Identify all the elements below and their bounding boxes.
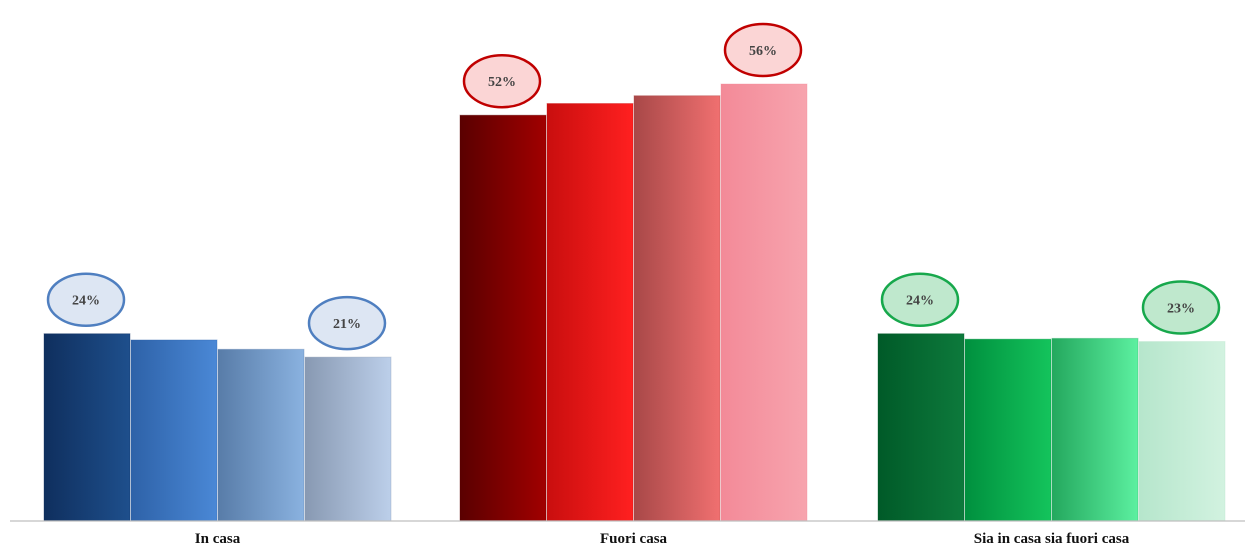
category-label-fuori-casa: Fuori casa <box>600 531 668 547</box>
data-label-bubble <box>880 272 960 327</box>
bar-in-casa-1 <box>43 333 131 522</box>
bar-sia-in-casa-sia-fuori-casa-2 <box>964 338 1052 522</box>
bar-in-casa-3 <box>217 348 305 522</box>
bar-fuori-casa-2 <box>546 103 634 522</box>
data-label-sia-in-casa-sia-fuori-casa-1: 24% <box>880 272 960 327</box>
data-label-in-casa-4: 21% <box>307 295 387 351</box>
data-label-text: 24% <box>72 294 100 309</box>
bar-sia-in-casa-sia-fuori-casa-3 <box>1051 337 1139 522</box>
data-label-bubble <box>462 53 542 109</box>
bars-layer <box>43 83 1226 522</box>
data-label-text: 56% <box>749 44 777 59</box>
bar-fuori-casa-1 <box>459 114 547 522</box>
data-label-bubble <box>46 272 126 327</box>
category-label-sia-in-casa-sia-fuori-casa: Sia in casa sia fuori casa <box>974 531 1130 547</box>
category-labels-layer: In casa Fuori casa Sia in casa sia fuori c… <box>195 531 1130 547</box>
data-label-fuori-casa-4: 56% <box>723 22 803 78</box>
bar-fuori-casa-4 <box>720 83 808 522</box>
category-label-in-casa: In casa <box>195 531 241 547</box>
data-label-text: 23% <box>1167 302 1195 317</box>
data-label-in-casa-1: 24% <box>46 272 126 327</box>
data-label-bubble <box>307 295 387 351</box>
bar-in-casa-2 <box>130 339 218 522</box>
data-label-text: 24% <box>906 294 934 309</box>
data-label-text: 21% <box>333 317 361 332</box>
data-label-bubble <box>1141 280 1221 335</box>
bar-fuori-casa-3 <box>633 95 721 522</box>
bar-sia-in-casa-sia-fuori-casa-4 <box>1138 341 1226 522</box>
data-label-bubble <box>723 22 803 78</box>
data-label-fuori-casa-1: 52% <box>462 53 542 109</box>
bar-in-casa-4 <box>304 356 392 522</box>
data-labels-layer: 24% 21% 52% 56% 24% 23% <box>46 22 1221 351</box>
data-label-sia-in-casa-sia-fuori-casa-4: 23% <box>1141 280 1221 335</box>
data-label-text: 52% <box>488 75 516 90</box>
bar-sia-in-casa-sia-fuori-casa-1 <box>877 333 965 522</box>
